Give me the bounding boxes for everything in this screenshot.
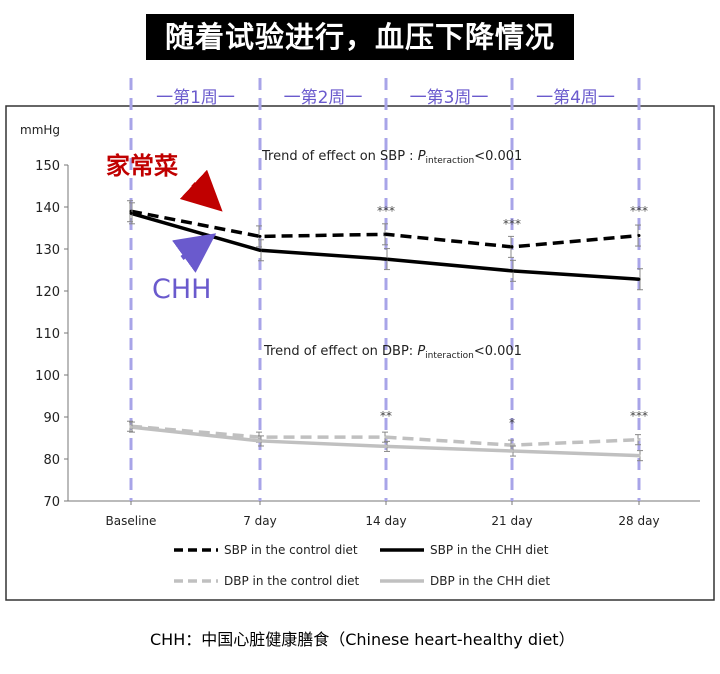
footnote: CHH：中国心脏健康膳食（Chinese heart-healthy diet） — [150, 630, 575, 649]
week-label: 一第3周一 — [410, 88, 489, 108]
y-tick-label: 150 — [35, 159, 60, 174]
y-tick-label: 80 — [43, 453, 60, 468]
week-label: 一第1周一 — [156, 88, 235, 108]
legend-label: DBP in the control diet — [224, 574, 360, 588]
y-tick-label: 130 — [35, 243, 60, 258]
data-point — [384, 257, 388, 261]
data-point — [510, 449, 514, 453]
data-point — [129, 211, 133, 215]
y-axis-label: mmHg — [20, 123, 60, 137]
data-point — [637, 277, 641, 281]
data-point — [258, 234, 262, 238]
data-point — [510, 245, 514, 249]
data-point — [384, 444, 388, 448]
y-tick-label: 110 — [35, 327, 60, 342]
legend-label: SBP in the control diet — [224, 543, 358, 557]
legend-label: DBP in the CHH diet — [430, 574, 550, 588]
y-tick-label: 100 — [35, 369, 60, 384]
data-point — [637, 454, 641, 458]
trend-dbp-text: Trend of effect on DBP: Pinteraction<0.0… — [263, 344, 522, 361]
y-tick-label: 120 — [35, 285, 60, 300]
sbp-significance-label: *** — [377, 204, 395, 218]
data-point — [637, 438, 641, 442]
home-cooking-label: 家常菜 — [106, 152, 178, 180]
week-label: 一第4周一 — [536, 88, 615, 108]
chh-arrow-icon — [172, 233, 217, 273]
dbp-significance-label: *** — [630, 409, 648, 423]
dbp-significance-label: ** — [380, 409, 392, 423]
page-title: 随着试验进行，血压下降情况 — [146, 14, 574, 60]
legend-label: SBP in the CHH diet — [430, 543, 549, 557]
sbp-significance-label: *** — [630, 204, 648, 218]
y-tick-label: 70 — [43, 495, 60, 510]
trend-sbp-text: Trend of effect on SBP : Pinteraction<0.… — [261, 149, 522, 166]
data-point — [637, 234, 641, 238]
home-cooking-arrow-icon — [179, 169, 223, 212]
data-point — [258, 248, 262, 252]
y-tick-label: 90 — [43, 411, 60, 426]
chart-frame — [5, 105, 715, 601]
sbp-significance-label: *** — [503, 217, 521, 231]
dbp-significance-label: * — [509, 416, 515, 430]
data-point — [129, 425, 133, 429]
x-tick-label: 28 day — [618, 514, 659, 528]
x-tick-label: Baseline — [106, 514, 157, 528]
x-tick-label: 14 day — [365, 514, 406, 528]
x-tick-label: 21 day — [491, 514, 532, 528]
week-label: 一第2周一 — [284, 88, 363, 108]
data-point — [384, 232, 388, 236]
y-tick-label: 140 — [35, 201, 60, 216]
data-point — [510, 269, 514, 273]
chh-label: CHH — [152, 274, 211, 305]
data-point — [258, 439, 262, 443]
x-tick-label: 7 day — [243, 514, 277, 528]
data-point — [384, 435, 388, 439]
